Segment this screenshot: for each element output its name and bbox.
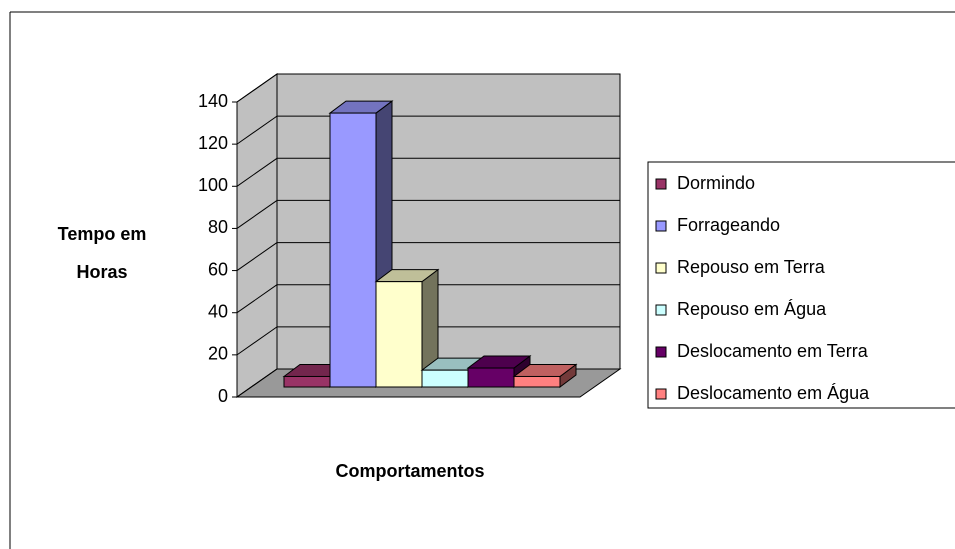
back-wall: [276, 73, 621, 370]
bar-front: [513, 375, 561, 388]
side-wall: [236, 73, 278, 398]
y-tick-label: 20: [208, 344, 228, 364]
bar: [512, 363, 578, 388]
grid-line-side: [236, 200, 278, 229]
grid-line-side: [236, 368, 278, 398]
grid-line-side: [236, 326, 278, 356]
legend-box: [647, 161, 955, 409]
y-tick-label: 40: [208, 301, 228, 321]
legend-label: Deslocamento em Água: [677, 383, 870, 403]
bar-front: [467, 367, 515, 388]
grid-line-side: [236, 284, 278, 314]
legend-label: Repouso em Água: [677, 299, 827, 319]
bar-front: [375, 281, 423, 388]
y-tick-label: 100: [198, 175, 228, 195]
legend-swatch: [655, 304, 667, 316]
bar: [374, 268, 440, 388]
legend-label: Forrageando: [677, 215, 780, 235]
grid-line-side: [236, 242, 278, 271]
grid-line-side: [236, 115, 278, 145]
y-tick-label: 80: [208, 217, 228, 237]
legend-swatch: [655, 346, 667, 358]
legend-label: Deslocamento em Terra: [677, 341, 869, 361]
bar-front: [329, 112, 377, 388]
y-tick-label: 60: [208, 259, 228, 279]
legend-swatch: [655, 220, 667, 232]
y-tick-label: 140: [198, 91, 228, 111]
bar-front: [421, 369, 469, 388]
legend-label: Dormindo: [677, 173, 755, 193]
grid-line-side: [236, 73, 278, 103]
y-tick-label: 0: [218, 386, 228, 406]
grid-line: [236, 73, 620, 103]
bar-front: [283, 375, 331, 388]
grid-line-side: [236, 157, 278, 187]
y-axis-title: Tempo em Horas: [57, 224, 147, 282]
legend-swatch: [655, 178, 667, 190]
legend-label: Repouso em Terra: [677, 257, 826, 277]
y-tick-label: 120: [198, 133, 228, 153]
x-axis-title: Comportamentos: [335, 461, 484, 481]
legend-swatch: [655, 388, 667, 400]
legend-swatch: [655, 262, 667, 274]
